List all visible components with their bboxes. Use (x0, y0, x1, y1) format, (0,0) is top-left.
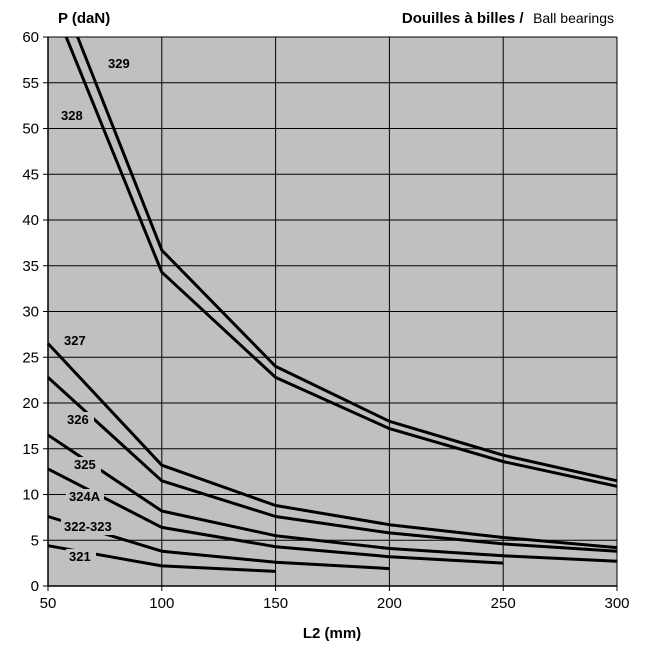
series-lines (46, 36, 618, 573)
y-tick-label: 0 (31, 578, 39, 595)
y-axis-title: P (daN) (58, 10, 110, 27)
grid (48, 36, 618, 586)
y-tick-label: 50 (22, 121, 39, 138)
series-label-325: 325 (74, 457, 96, 472)
series-label-bg (64, 412, 94, 428)
y-tick-label: 5 (31, 532, 39, 549)
y-tick-label: 30 (22, 304, 39, 321)
series-label-324A: 324A (69, 489, 101, 504)
series-line-326 (46, 376, 618, 553)
series-label-321: 321 (69, 549, 91, 564)
x-tick-label: 100 (149, 595, 174, 612)
x-tick-label: 250 (491, 595, 516, 612)
series-label-bg (61, 333, 91, 349)
series-label-bg (58, 108, 88, 124)
series-labels: 329 328 327 326 325 324A 322-323 321 (58, 56, 135, 565)
series-label-328: 328 (61, 108, 83, 123)
series-label-329: 329 (108, 56, 130, 71)
y-tick-label: 20 (22, 395, 39, 412)
chart-title-normal: Ball bearings (533, 10, 614, 26)
series-line-329 (76, 36, 618, 483)
series-line-324A (47, 467, 504, 565)
series-label-bg (71, 457, 101, 473)
series-label-bg (66, 489, 104, 505)
series-label-322-323: 322-323 (64, 519, 112, 534)
series-line-327 (46, 342, 618, 550)
chart-title: Douilles à billes / Ball bearings (402, 10, 614, 27)
y-tick-label: 60 (22, 29, 39, 46)
y-tick-label: 35 (22, 258, 39, 275)
series-label-bg (66, 549, 96, 565)
y-tick-label: 25 (22, 349, 39, 366)
y-tick-label: 45 (22, 166, 39, 183)
y-tick-label: 15 (22, 441, 39, 458)
y-tick-label: 10 (22, 487, 39, 504)
series-line-325 (47, 433, 618, 563)
x-tick-label: 200 (377, 595, 402, 612)
x-tick-label: 300 (604, 595, 629, 612)
x-tick-label: 150 (263, 595, 288, 612)
series-line-328 (64, 36, 618, 488)
y-tick-label: 40 (22, 212, 39, 229)
y-tick-label: 55 (22, 75, 39, 92)
chart-title-bold: Douilles à billes / (402, 10, 525, 27)
series-label-bg (61, 519, 123, 535)
x-tick-label: 50 (40, 595, 57, 612)
series-label-327: 327 (64, 333, 86, 348)
x-axis-title: L2 (mm) (303, 625, 361, 642)
ticks: 0 5 10 15 20 25 30 35 40 45 50 55 60 50 100 150 200 250 30… (22, 29, 629, 612)
series-label-bg (105, 56, 135, 72)
series-label-326: 326 (67, 412, 89, 427)
